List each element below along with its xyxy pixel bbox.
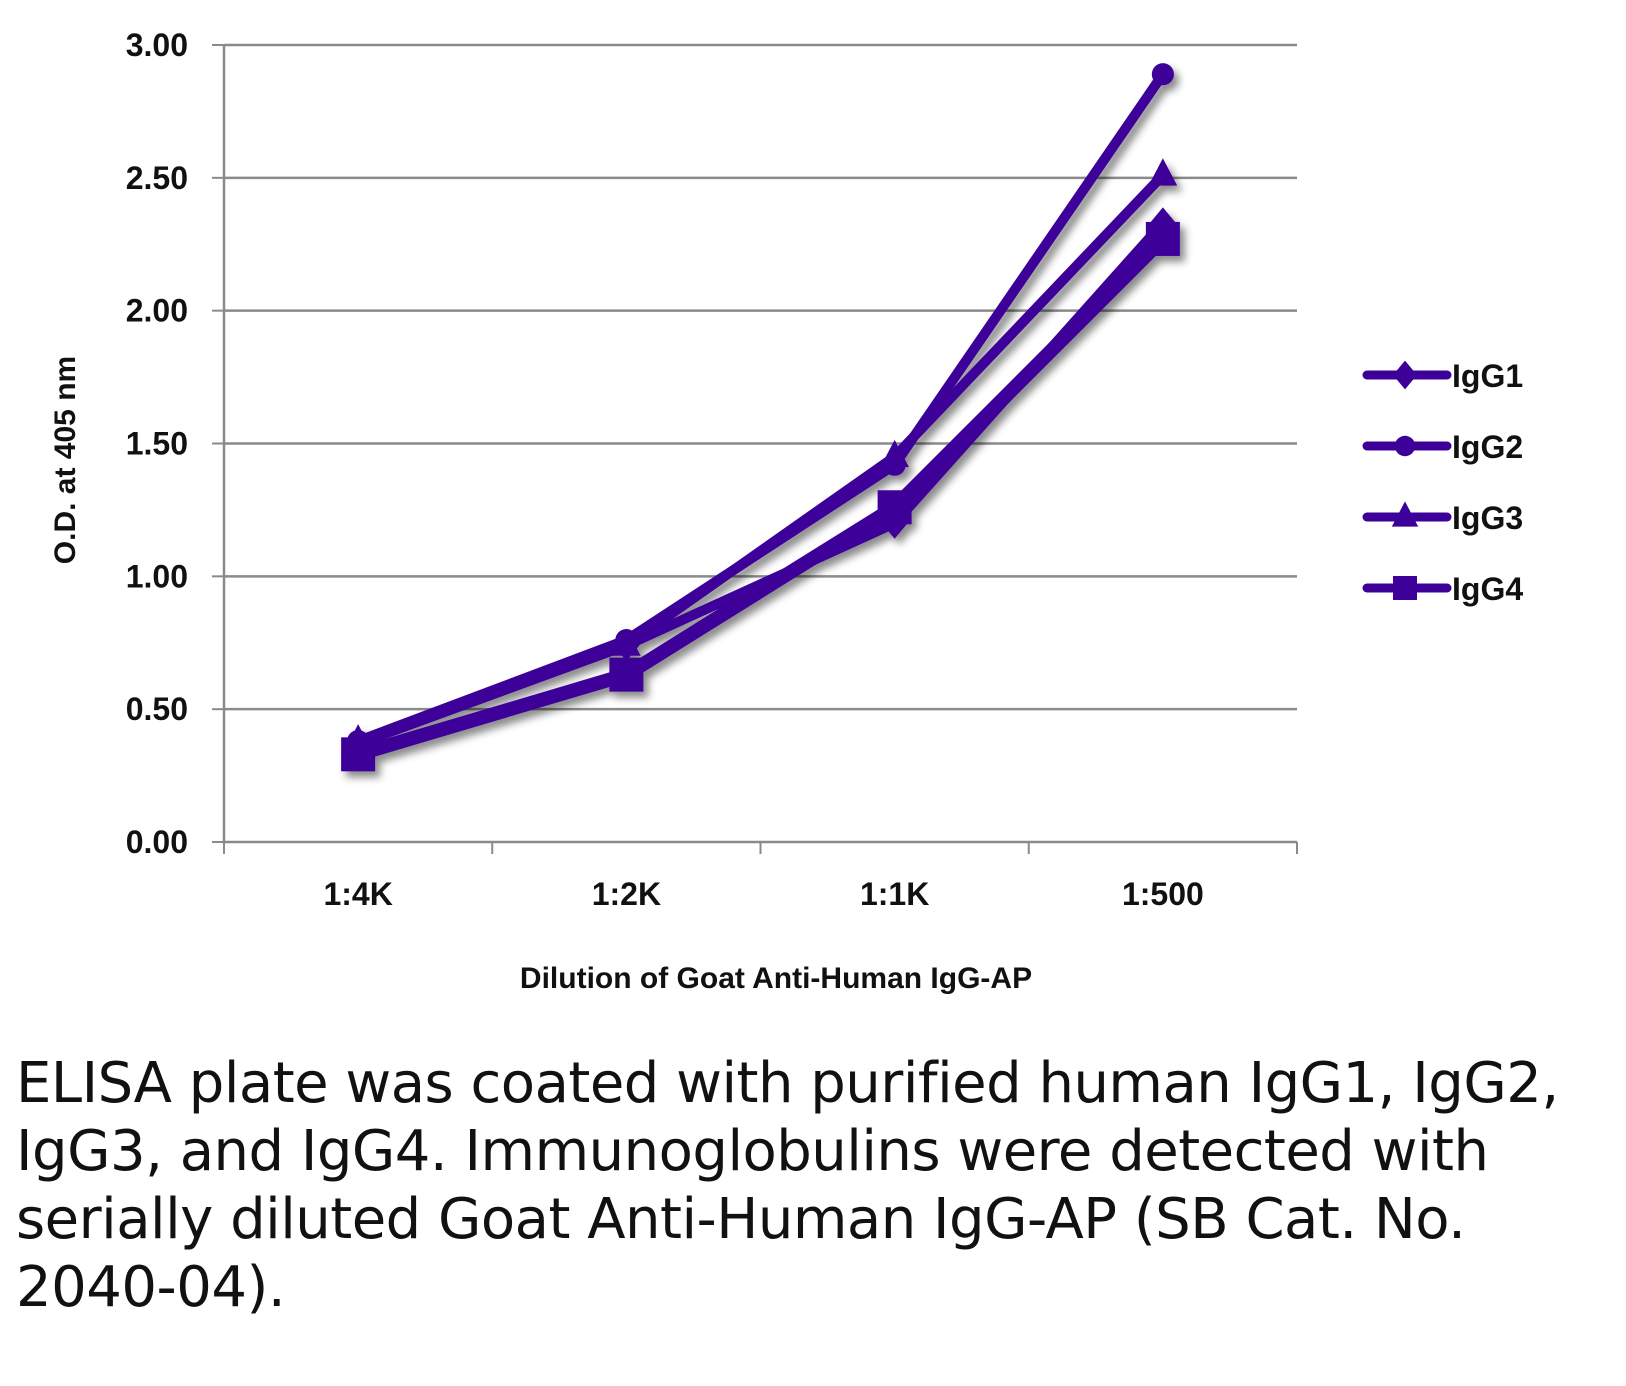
series-line bbox=[356, 219, 1167, 749]
x-tick-label: 1:4K bbox=[323, 876, 392, 912]
series-igg1 bbox=[345, 207, 1176, 760]
series-igg2 bbox=[347, 63, 1174, 753]
y-tick-labels: 0.00 0.50 1.00 1.50 2.00 2.50 3.00 bbox=[126, 27, 188, 860]
series-line bbox=[356, 233, 1168, 762]
figure-caption: ELISA plate was coated with purified hum… bbox=[16, 1051, 1559, 1320]
legend-item-igg1: IgG1 bbox=[1362, 358, 1523, 394]
diamond-marker bbox=[1149, 207, 1176, 239]
legend-label: IgG1 bbox=[1452, 358, 1523, 394]
y-tick-label: 2.50 bbox=[126, 160, 188, 196]
circle-marker bbox=[1394, 435, 1416, 457]
y-tick-label: 3.00 bbox=[126, 27, 188, 63]
legend-label: IgG4 bbox=[1452, 571, 1523, 607]
legend-item-igg3: IgG3 bbox=[1362, 500, 1523, 536]
circle-marker bbox=[1151, 63, 1174, 86]
y-tick-label: 1.50 bbox=[126, 426, 188, 462]
legend-label: IgG3 bbox=[1452, 500, 1523, 536]
diamond-marker bbox=[613, 629, 640, 662]
axes bbox=[212, 44, 1298, 854]
square-marker bbox=[609, 657, 644, 692]
triangle-marker bbox=[1391, 501, 1419, 527]
gridlines bbox=[224, 43, 1297, 711]
y-tick-label: 1.00 bbox=[126, 558, 188, 594]
series-line bbox=[356, 71, 1167, 746]
x-tick-label: 1:2K bbox=[592, 876, 661, 912]
legend-label: IgG2 bbox=[1452, 429, 1523, 465]
legend: IgG1 IgG2 IgG3 IgG4 bbox=[1362, 358, 1523, 607]
diamond-marker bbox=[881, 507, 908, 539]
series-igg3 bbox=[343, 158, 1178, 752]
y-tick-label: 0.00 bbox=[126, 824, 188, 860]
y-tick-label: 0.50 bbox=[126, 691, 188, 727]
x-tick-labels: 1:4K 1:2K 1:1K 1:500 bbox=[323, 876, 1203, 912]
square-marker bbox=[1393, 576, 1417, 600]
series-igg4 bbox=[341, 221, 1180, 772]
series-group bbox=[341, 63, 1180, 772]
elisa-line-chart: 0.00 0.50 1.00 1.50 2.00 2.50 3.00 1:4K 1:2K 1:1… bbox=[49, 27, 1523, 995]
series-line bbox=[356, 171, 1167, 746]
y-axis-title: O.D. at 405 nm bbox=[49, 356, 82, 564]
x-tick-label: 1:500 bbox=[1122, 876, 1204, 912]
x-axis-title: Dilution of Goat Anti-Human IgG-AP bbox=[520, 962, 1032, 995]
legend-item-igg4: IgG4 bbox=[1362, 571, 1523, 607]
diamond-marker bbox=[345, 728, 372, 760]
legend-item-igg2: IgG2 bbox=[1362, 429, 1523, 465]
x-tick-label: 1:1K bbox=[860, 876, 929, 912]
triangle-marker bbox=[1148, 158, 1178, 186]
diamond-marker bbox=[1393, 360, 1417, 390]
y-tick-label: 2.00 bbox=[126, 293, 188, 329]
circle-marker bbox=[883, 453, 906, 476]
